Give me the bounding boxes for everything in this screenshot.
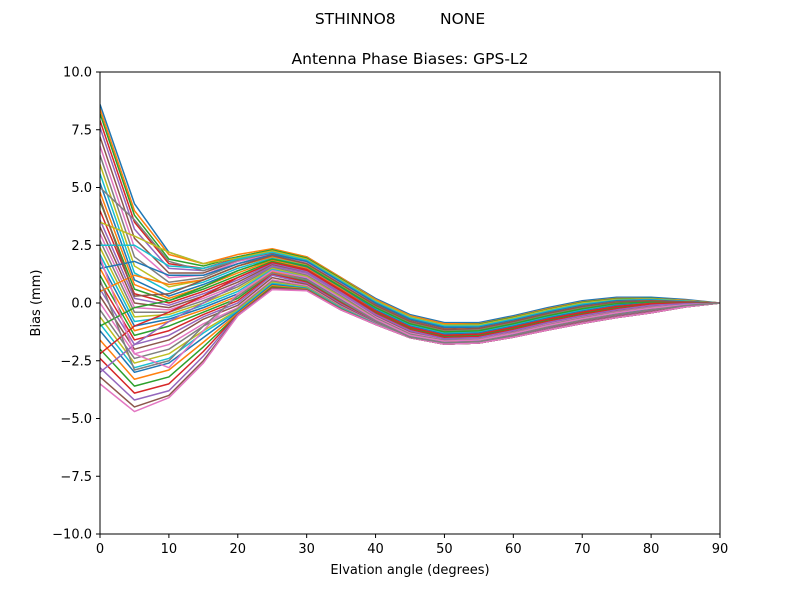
figure-suptitle: STHINNO8 NONE xyxy=(315,10,485,28)
series-line-s11 xyxy=(100,182,720,335)
x-tick-label: 80 xyxy=(643,542,660,557)
series-line-s48 xyxy=(100,272,720,371)
y-tick-label: −10.0 xyxy=(52,528,92,543)
series-line-s13 xyxy=(100,201,720,338)
y-tick-label: 7.5 xyxy=(71,123,92,138)
series-line-s43 xyxy=(100,258,720,333)
y-axis-label: Bias (mm) xyxy=(29,270,44,337)
chart-title: Antenna Phase Biases: GPS-L2 xyxy=(292,50,529,68)
x-tick-label: 60 xyxy=(505,542,522,557)
series-line-s46 xyxy=(100,198,720,331)
y-axis: −10.0 −7.5 −5.0 −2.5 0.0 2.5 5.0 7.5 10.0 xyxy=(52,66,100,543)
series-line-s44 xyxy=(100,261,720,355)
y-tick-label: −2.5 xyxy=(60,354,92,369)
series-line-s14 xyxy=(100,210,720,339)
x-axis-label: Elvation angle (degrees) xyxy=(330,563,489,578)
x-axis: 0 10 20 30 40 50 60 70 80 90 xyxy=(96,534,728,557)
y-tick-label: −7.5 xyxy=(60,470,92,485)
y-tick-label: 5.0 xyxy=(71,181,92,196)
x-tick-label: 70 xyxy=(574,542,591,557)
series-lines xyxy=(100,104,720,413)
y-tick-label: 10.0 xyxy=(63,66,92,81)
series-line-s45 xyxy=(100,265,720,373)
x-tick-label: 30 xyxy=(298,542,315,557)
x-tick-label: 50 xyxy=(436,542,453,557)
x-tick-label: 10 xyxy=(161,542,178,557)
y-tick-label: 2.5 xyxy=(71,239,92,254)
series-line-s41 xyxy=(100,253,720,329)
x-tick-label: 0 xyxy=(96,542,104,557)
x-tick-label: 40 xyxy=(367,542,384,557)
series-line-s47 xyxy=(100,256,720,369)
y-tick-label: 0.0 xyxy=(71,297,92,312)
y-tick-label: −5.0 xyxy=(60,412,92,427)
x-tick-label: 20 xyxy=(230,542,247,557)
x-tick-label: 90 xyxy=(712,542,729,557)
